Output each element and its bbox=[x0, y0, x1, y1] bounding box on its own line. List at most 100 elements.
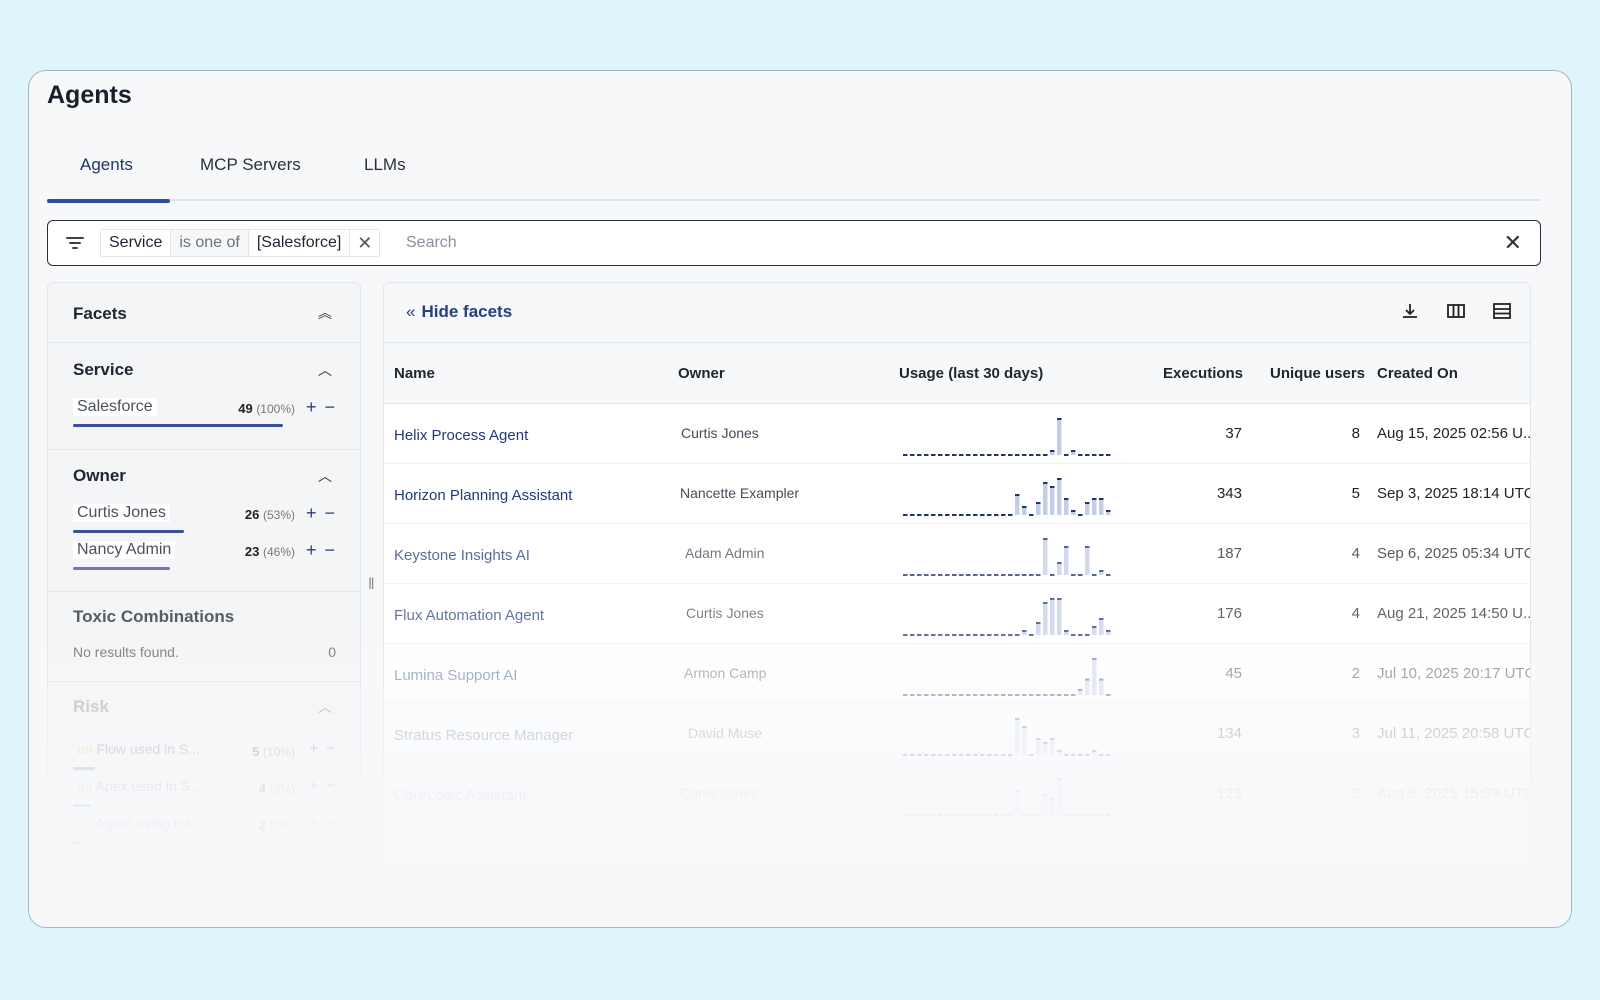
usage-bar-cap bbox=[959, 754, 964, 756]
include-exclude-icons[interactable]: +− bbox=[305, 503, 343, 523]
owner-cell: Curtis Jones bbox=[681, 425, 759, 441]
usage-bar-cap bbox=[938, 574, 943, 576]
facet-item-label: ıııı Flow used in S... bbox=[77, 741, 200, 757]
usage-bar-cap bbox=[945, 634, 950, 636]
table-row[interactable]: Flux Automation Agent Curtis Jones 176 4 Aug… bbox=[384, 585, 1530, 644]
usage-bar-cap bbox=[931, 634, 936, 636]
remove-filter-icon[interactable]: ✕ bbox=[349, 230, 380, 256]
filter-key[interactable]: Service bbox=[101, 230, 171, 256]
usage-bar-cap bbox=[1029, 694, 1034, 696]
filter-value[interactable]: [Salesforce] bbox=[247, 230, 350, 256]
clear-search-icon[interactable]: ✕ bbox=[1503, 230, 1522, 255]
columns-icon[interactable] bbox=[1446, 301, 1466, 321]
facet-item-risk[interactable]: ıııı Flow used in S... 5 (10%) +− bbox=[73, 737, 343, 771]
table-row[interactable]: CoreLogic Assistant Curtis Jones 123 3 Aug 5… bbox=[384, 765, 1530, 824]
facet-item-curtis-jones[interactable]: Curtis Jones 26 (53%) +− bbox=[73, 500, 343, 534]
facet-item-label: ıııı Agent using Ha... bbox=[77, 815, 204, 831]
usage-bar-cap bbox=[973, 454, 978, 456]
agent-name-link[interactable]: Flux Automation Agent bbox=[394, 607, 545, 624]
facet-item-bar bbox=[73, 804, 91, 807]
agent-name-link[interactable]: Helix Process Agent bbox=[394, 427, 529, 444]
filter-icon[interactable] bbox=[66, 234, 86, 252]
include-exclude-icons[interactable]: +− bbox=[309, 814, 343, 831]
risk-bars-icon: ıııı bbox=[77, 778, 93, 794]
usage-bar-cap bbox=[1043, 538, 1048, 540]
column-header-unique-users[interactable]: Unique users bbox=[1270, 365, 1366, 382]
agent-name-link[interactable]: CoreLogic Assistant bbox=[394, 787, 527, 804]
usage-bar-cap bbox=[952, 634, 957, 636]
usage-bar-cap bbox=[1036, 622, 1041, 624]
resize-handle-icon[interactable]: ‖ bbox=[368, 576, 375, 593]
chevron-up-icon[interactable]: ︿ bbox=[318, 468, 332, 484]
table-row[interactable]: Horizon Planning Assistant Nancette Examp… bbox=[384, 465, 1530, 524]
usage-bar-cap bbox=[938, 754, 943, 756]
usage-bar-cap bbox=[1015, 454, 1020, 456]
usage-bar-cap bbox=[1050, 574, 1055, 576]
usage-bar-cap bbox=[1022, 454, 1027, 456]
agent-name-link[interactable]: Stratus Resource Manager bbox=[394, 727, 574, 744]
facet-item-risk[interactable]: ıııı Apex used in S... 4 (8%) +− bbox=[73, 774, 343, 808]
usage-bar-cap bbox=[1078, 634, 1083, 636]
facet-section-title: Service bbox=[73, 360, 134, 379]
usage-bar bbox=[1085, 679, 1090, 695]
usage-bar-cap bbox=[931, 454, 936, 456]
usage-bar-cap bbox=[1043, 742, 1048, 744]
column-header-created-on[interactable]: Created On bbox=[1377, 365, 1458, 382]
agent-name-link[interactable]: Keystone Insights AI bbox=[394, 547, 530, 564]
usage-bar-cap bbox=[1043, 794, 1048, 796]
facet-item-label: ıııı Apex used in S... bbox=[77, 778, 202, 794]
facet-section-service: Service ︿ Salesforce 49 (100%) +− bbox=[48, 344, 360, 450]
table-row[interactable]: Stratus Resource Manager David Muse 134 3 Ju… bbox=[384, 705, 1530, 764]
usage-bar-cap bbox=[1001, 574, 1006, 576]
include-exclude-icons[interactable]: +− bbox=[309, 777, 343, 794]
usage-bar bbox=[1050, 451, 1055, 455]
tab-mcp-servers[interactable]: MCP Servers bbox=[200, 155, 301, 174]
column-header-name[interactable]: Name bbox=[394, 365, 435, 382]
facet-item-risk[interactable]: ıııı Agent using Ha... 2 (4%) +− bbox=[73, 811, 343, 845]
search-input[interactable] bbox=[406, 230, 1466, 256]
tab-agents[interactable]: Agents bbox=[80, 155, 133, 174]
usage-bar-cap bbox=[987, 754, 992, 756]
table-row[interactable]: Helix Process Agent Curtis Jones 37 8 Aug 15… bbox=[384, 405, 1530, 464]
filter-operator[interactable]: is one of bbox=[170, 230, 247, 256]
table-row[interactable]: Lumina Support AI Armon Camp 45 2 Jul 10, 20… bbox=[384, 645, 1530, 704]
facet-item-nancy-admin[interactable]: Nancy Admin 23 (46%) +− bbox=[73, 537, 343, 571]
usage-bar-cap bbox=[1085, 814, 1090, 816]
usage-bar-cap bbox=[1022, 694, 1027, 696]
include-exclude-icons[interactable]: +− bbox=[305, 540, 343, 560]
agent-name-link[interactable]: Lumina Support AI bbox=[394, 667, 518, 684]
usage-bar-cap bbox=[980, 514, 985, 516]
usage-bar-cap bbox=[1106, 694, 1111, 696]
tab-llms[interactable]: LLMs bbox=[364, 155, 406, 174]
usage-bar-cap bbox=[1029, 514, 1034, 516]
usage-bar-cap bbox=[994, 514, 999, 516]
density-icon[interactable] bbox=[1492, 301, 1512, 321]
usage-bar-cap bbox=[924, 454, 929, 456]
usage-bar bbox=[1015, 791, 1020, 815]
usage-bar-cap bbox=[1071, 814, 1076, 816]
chevron-up-icon[interactable]: ︿ bbox=[318, 362, 332, 378]
collapse-all-icon[interactable]: ︽ bbox=[318, 305, 332, 321]
agent-name-link[interactable]: Horizon Planning Assistant bbox=[394, 487, 573, 504]
hide-facets-button[interactable]: «Hide facets bbox=[406, 302, 513, 321]
download-icon[interactable] bbox=[1400, 301, 1420, 321]
facet-item-salesforce[interactable]: Salesforce 49 (100%) +− bbox=[73, 394, 343, 428]
usage-bar-cap bbox=[1029, 754, 1034, 756]
created-on-cell: Sep 6, 2025 05:34 UTC bbox=[1377, 545, 1531, 562]
usage-bar-cap bbox=[1057, 418, 1062, 420]
usage-bar-cap bbox=[1071, 634, 1076, 636]
usage-bar bbox=[1071, 511, 1076, 515]
column-header-executions[interactable]: Executions bbox=[1163, 365, 1244, 382]
column-header-owner[interactable]: Owner bbox=[678, 365, 725, 382]
include-exclude-icons[interactable]: +− bbox=[305, 397, 343, 417]
table-row[interactable]: Keystone Insights AI Adam Admin 187 4 Sep 6,… bbox=[384, 525, 1530, 584]
usage-bar-cap bbox=[945, 754, 950, 756]
usage-bar bbox=[1043, 795, 1048, 815]
usage-bar-cap bbox=[1015, 694, 1020, 696]
usage-bar-cap bbox=[917, 754, 922, 756]
facet-item-label: Curtis Jones bbox=[73, 504, 170, 522]
chevron-up-icon[interactable]: ︿ bbox=[318, 699, 332, 715]
include-exclude-icons[interactable]: +− bbox=[309, 740, 343, 757]
column-header-usage[interactable]: Usage (last 30 days) bbox=[899, 365, 1044, 382]
usage-bar-cap bbox=[931, 754, 936, 756]
